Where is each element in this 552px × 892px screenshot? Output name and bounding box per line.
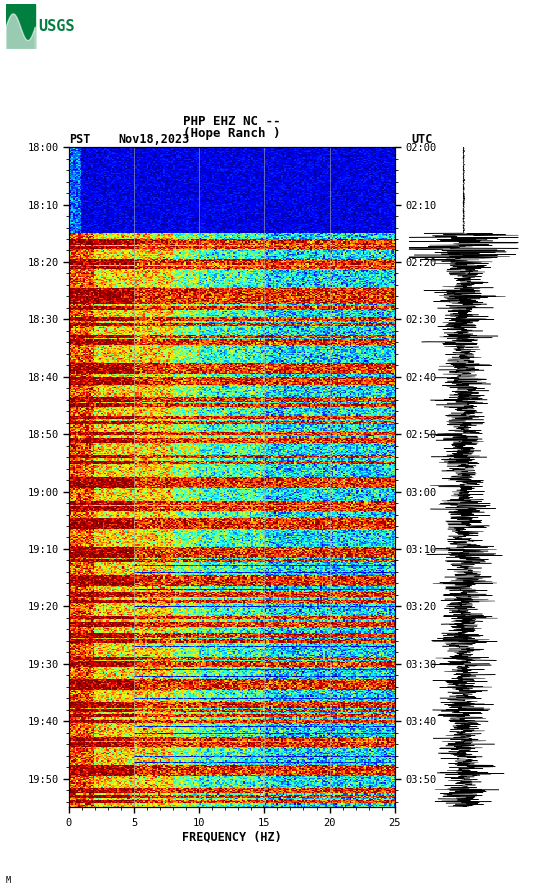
Bar <box>6 4 35 49</box>
Text: PST: PST <box>69 133 91 146</box>
Text: (Hope Ranch ): (Hope Ranch ) <box>183 127 280 140</box>
Text: PHP EHZ NC --: PHP EHZ NC -- <box>183 115 280 128</box>
Text: Nov18,2023: Nov18,2023 <box>119 133 190 146</box>
X-axis label: FREQUENCY (HZ): FREQUENCY (HZ) <box>182 830 282 844</box>
Text: USGS: USGS <box>38 20 75 34</box>
Text: UTC: UTC <box>411 133 433 146</box>
Text: M: M <box>6 876 10 885</box>
